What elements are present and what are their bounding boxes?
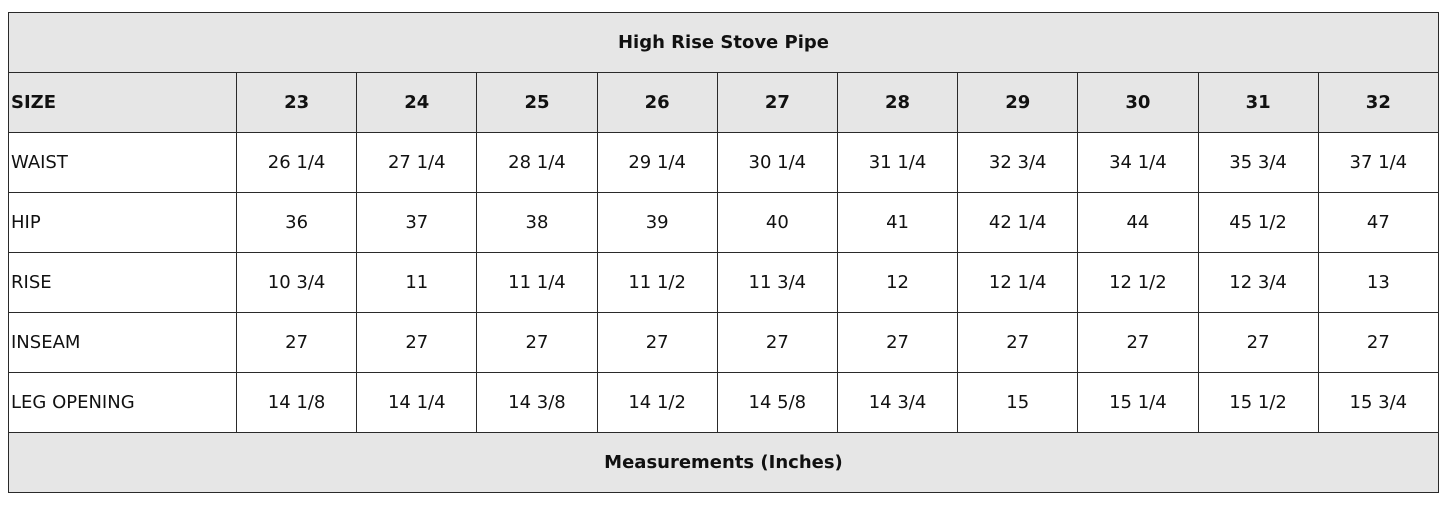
table-footer-row: Measurements (Inches) [8,432,1439,493]
measurement-cell: 47 [1317,192,1439,253]
measurement-cell: 11 [356,252,478,313]
measurement-cell: 27 [716,312,838,373]
measurement-cell: 12 1/4 [957,252,1079,313]
measurement-cell: 27 1/4 [356,132,478,193]
measurement-cell: 15 [957,372,1079,433]
measurement-cell: 27 [1197,312,1319,373]
size-header-cell: 32 [1317,72,1439,133]
measurement-cell: 35 3/4 [1197,132,1319,193]
table-row: RISE 10 3/4 11 11 1/4 11 1/2 11 3/4 12 12 1/4 12… [8,252,1439,313]
size-header-cell: 26 [596,72,718,133]
measurement-cell: 44 [1077,192,1199,253]
row-label: RISE [8,252,237,313]
size-header-cell: 24 [356,72,478,133]
measurement-cell: 34 1/4 [1077,132,1199,193]
row-label: LEG OPENING [8,372,237,433]
size-header-cell: 31 [1197,72,1319,133]
measurement-cell: 45 1/2 [1197,192,1319,253]
measurement-cell: 27 [1077,312,1199,373]
measurement-cell: 14 3/4 [836,372,959,433]
size-header-cell: 23 [235,72,358,133]
measurement-cell: 27 [957,312,1079,373]
measurement-cell: 15 1/4 [1077,372,1199,433]
measurement-cell: 36 [235,192,358,253]
table-title-row: High Rise Stove Pipe [8,12,1439,73]
measurement-cell: 41 [836,192,959,253]
measurement-cell: 27 [1317,312,1439,373]
measurement-cell: 14 1/8 [235,372,358,433]
measurement-cell: 15 1/2 [1197,372,1319,433]
measurement-cell: 12 [836,252,959,313]
measurement-cell: 14 5/8 [716,372,838,433]
measurement-cell: 38 [476,192,598,253]
size-header-row: SIZE 23 24 25 26 27 28 29 30 31 32 [8,72,1439,133]
measurement-cell: 27 [235,312,358,373]
measurement-cell: 12 3/4 [1197,252,1319,313]
measurement-cell: 26 1/4 [235,132,358,193]
table-row: HIP 36 37 38 39 40 41 42 1/4 44 45 1/2 47 [8,192,1439,253]
size-header-cell: 27 [716,72,838,133]
row-label: WAIST [8,132,237,193]
measurement-cell: 15 3/4 [1317,372,1439,433]
measurement-cell: 11 1/4 [476,252,598,313]
measurement-cell: 27 [836,312,959,373]
row-label: INSEAM [8,312,237,373]
table-row: INSEAM 27 27 27 27 27 27 27 27 27 27 [8,312,1439,373]
measurement-cell: 14 3/8 [476,372,598,433]
measurement-cell: 14 1/2 [596,372,718,433]
measurement-cell: 29 1/4 [596,132,718,193]
size-header-cell: 30 [1077,72,1199,133]
measurement-cell: 42 1/4 [957,192,1079,253]
measurement-cell: 11 3/4 [716,252,838,313]
measurement-cell: 31 1/4 [836,132,959,193]
size-header-cell: 29 [957,72,1079,133]
measurement-cell: 28 1/4 [476,132,598,193]
measurement-cell: 30 1/4 [716,132,838,193]
measurement-cell: 40 [716,192,838,253]
size-header-cell: 28 [836,72,959,133]
measurement-cell: 11 1/2 [596,252,718,313]
size-header-label: SIZE [8,72,237,133]
measurement-cell: 27 [596,312,718,373]
measurement-cell: 37 [356,192,478,253]
row-label: HIP [8,192,237,253]
measurement-cell: 27 [356,312,478,373]
measurement-cell: 13 [1317,252,1439,313]
measurement-cell: 27 [476,312,598,373]
measurement-cell: 37 1/4 [1317,132,1439,193]
measurement-cell: 32 3/4 [957,132,1079,193]
table-title: High Rise Stove Pipe [8,12,1439,73]
measurement-cell: 10 3/4 [235,252,358,313]
table-row: LEG OPENING 14 1/8 14 1/4 14 3/8 14 1/2 14 5/… [8,372,1439,433]
measurement-cell: 12 1/2 [1077,252,1199,313]
table-row: WAIST 26 1/4 27 1/4 28 1/4 29 1/4 30 1/4 31 1/… [8,132,1439,193]
measurement-cell: 39 [596,192,718,253]
size-chart-table: High Rise Stove Pipe SIZE 23 24 25 26 27… [8,12,1439,493]
table-footer: Measurements (Inches) [8,432,1439,493]
measurement-cell: 14 1/4 [356,372,478,433]
size-header-cell: 25 [476,72,598,133]
